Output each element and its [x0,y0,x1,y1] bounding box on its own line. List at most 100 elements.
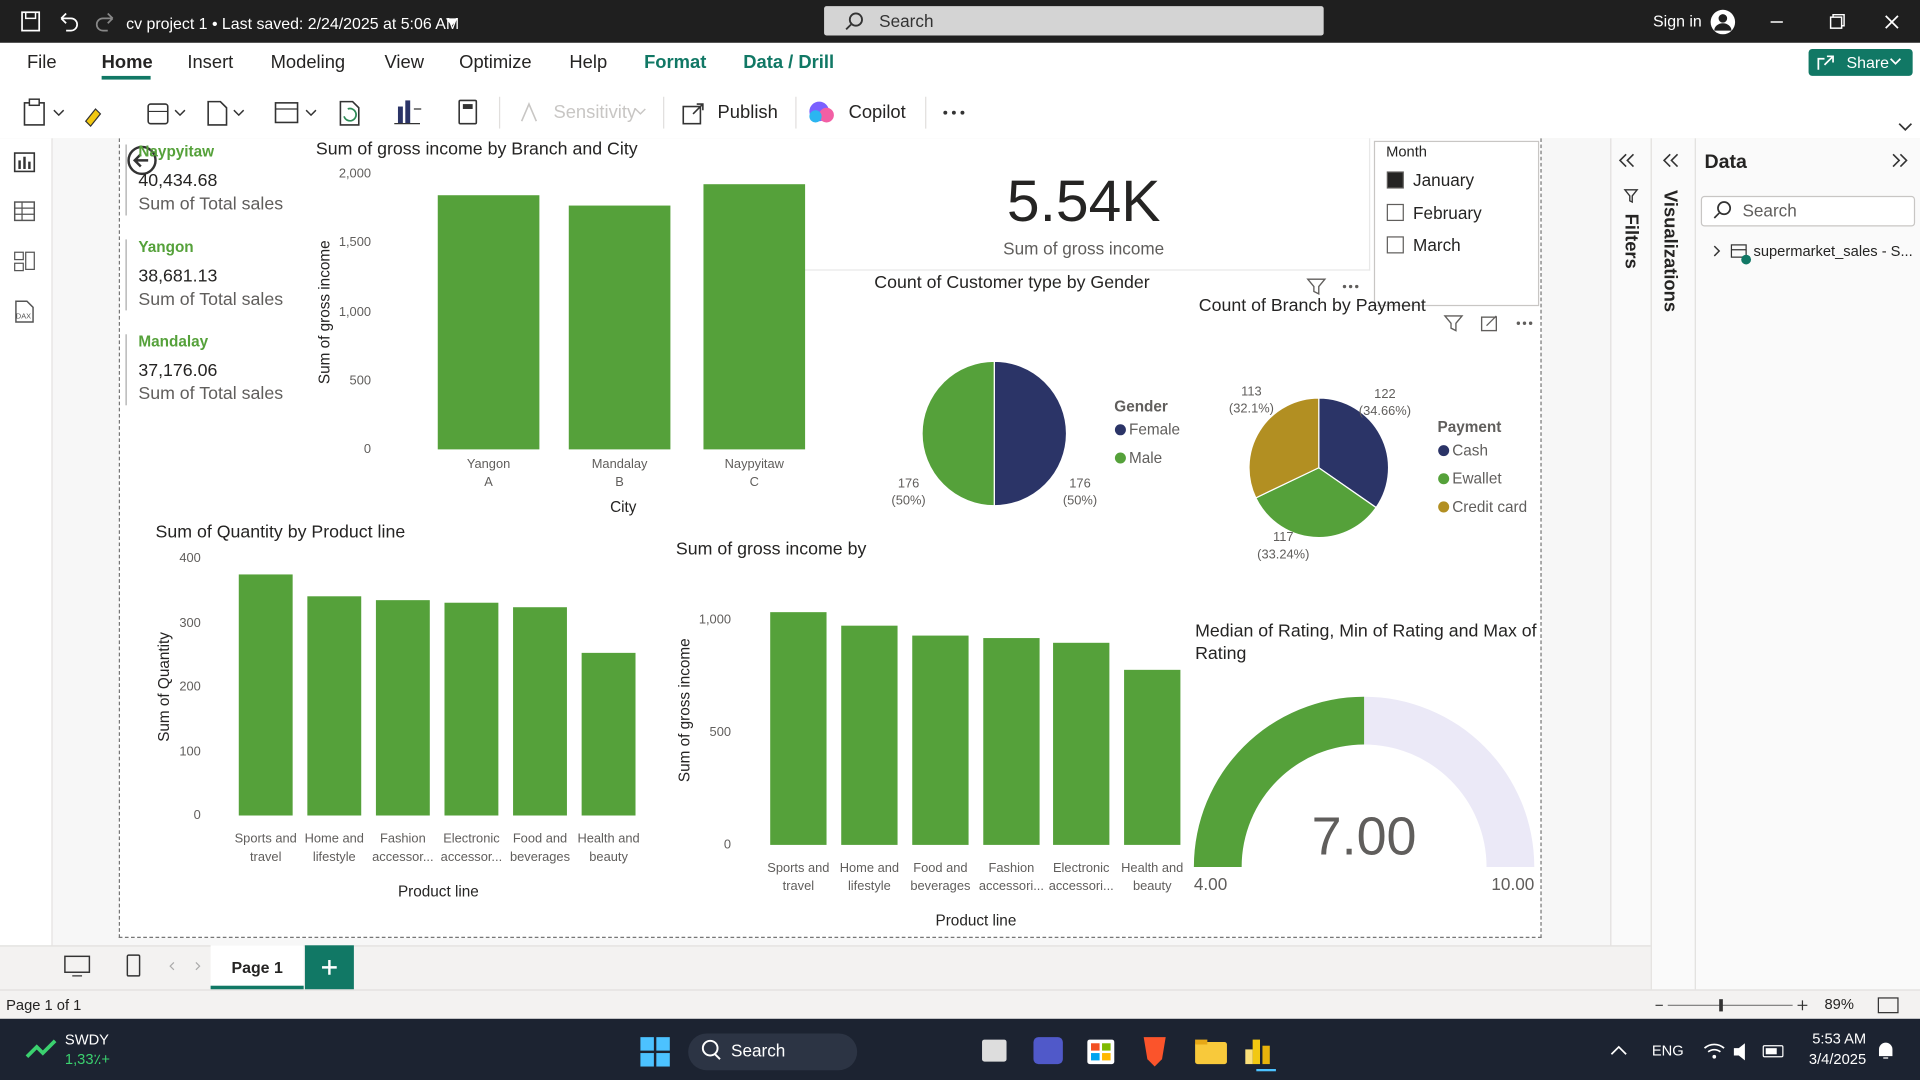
y-axis-title: Sum of gross income [675,638,694,783]
legend-marker [1114,424,1126,436]
visualizations-pane[interactable] [1650,138,1696,990]
ticker-change[interactable]: 1,33٪+ [64,1050,110,1068]
page-tab[interactable] [210,945,304,990]
share-dropdown[interactable] [1889,58,1902,68]
view-nav [0,138,53,990]
gauge-max-label: 10.00 [1491,874,1535,894]
quick-access-icons [21,11,114,32]
kpi-caption: Sum of gross income [1003,238,1165,259]
pie-slice [1318,397,1390,509]
kpi-card[interactable] [800,138,1371,271]
layout-icons[interactable] [61,953,208,982]
x-tick-label: Food and beverages [910,860,971,894]
data-label-percent: (32.1%) [1228,401,1274,417]
y-tick-label: 1,000 [698,612,732,627]
legend-title: Gender [1114,397,1168,416]
bar [770,612,827,845]
legend-label: Credit card [1452,498,1528,516]
search-box[interactable] [824,6,1324,36]
menu-tab[interactable]: Format [644,52,707,73]
taskbar-icons[interactable] [637,1032,1286,1072]
chart-title: Sum of gross income by [675,540,867,560]
share-label[interactable]: Share [1846,53,1890,72]
copilot-button[interactable]: Copilot [848,102,906,124]
x-tick-label: Yangon [466,456,511,472]
page-status: Page 1 of 1 [6,996,82,1014]
menu-tab[interactable]: Help [569,52,608,73]
bar [437,195,540,450]
card-label: Yangon [138,238,194,256]
taskbar-search[interactable]: Search [731,1040,786,1061]
data-label-percent: (50%) [1062,493,1098,509]
data-label: 176 [1069,476,1091,492]
y-axis-title: Sum of gross income [315,240,334,385]
zoom-slider[interactable] [1651,994,1908,1016]
y-tick-label: 0 [363,442,372,457]
menu-tab[interactable]: Optimize [459,52,532,73]
back-button[interactable] [125,143,159,177]
menu-tab[interactable]: Data / Drill [743,52,835,73]
month-slicer[interactable] [1373,140,1540,307]
publish-button[interactable]: Publish [717,102,778,124]
card-label: Mandalay [138,333,209,351]
bar [1053,642,1110,845]
y-tick-label: 200 [179,679,201,695]
ribbon-collapse[interactable] [1898,122,1913,133]
language[interactable]: ENG [1651,1042,1684,1060]
chart-title: Sum of gross income by Branch and City [315,139,638,160]
legend-marker [1438,501,1450,513]
kpi-value: 5.54K [1006,169,1161,235]
title-dropdown[interactable] [445,17,458,27]
page-tab-label[interactable]: Page 1 [231,958,283,977]
sensitivity-button[interactable]: Sensitivity [553,102,637,124]
sign-in[interactable]: Sign in [1653,11,1702,31]
card-value: 38,681.13 [138,266,218,286]
search-placeholder[interactable]: Search [879,11,934,31]
notification-icon[interactable] [1875,1040,1897,1062]
taskbar [0,1018,1920,1080]
share-icon [1817,55,1834,70]
add-icon [322,960,337,975]
table-name[interactable]: supermarket_sales - S... [1753,242,1913,260]
bar [841,625,898,845]
slicer-checkbox[interactable] [1386,171,1404,189]
menu-tab[interactable]: Insert [187,52,234,73]
bar [703,184,806,450]
visual-header-icons[interactable] [1435,311,1539,335]
menu-tab[interactable]: File [26,52,57,73]
x-tick-label: Electronic accessori... [1048,860,1114,894]
y-tick-label: 500 [709,724,732,740]
tray-icons[interactable] [1607,1038,1791,1062]
legend-marker [1114,452,1126,464]
x-tick-sublabel: B [615,475,624,490]
clock-date[interactable]: 3/4/2025 [1808,1050,1867,1068]
x-tick-label: Fashion accessor... [372,831,434,864]
legend-marker [1438,445,1450,457]
document-title: cv project 1 • Last saved: 2/24/2025 at … [126,14,460,33]
slicer-checkbox[interactable] [1386,203,1404,222]
filters-pane[interactable] [1610,138,1652,990]
bar [238,574,293,816]
data-label-percent: (33.24%) [1257,547,1310,563]
view-icons[interactable]: DAX [10,147,42,331]
menu-tab[interactable]: Modeling [270,52,346,73]
x-tick-label: Home and lifestyle [839,860,900,894]
pane-icons[interactable] [1616,149,1920,210]
data-label: 117 [1273,530,1294,545]
menu-tab[interactable]: Home [101,52,153,73]
y-tick-label: 0 [193,808,201,823]
data-search-placeholder[interactable]: Search [1742,200,1797,221]
visual-header-icons[interactable] [1296,274,1369,298]
data-search[interactable] [1700,195,1916,227]
clock-time[interactable]: 5:53 AM [1812,1029,1867,1047]
x-axis-title: City [610,498,637,516]
zoom-level[interactable]: 89% [1824,995,1854,1013]
ticker[interactable]: SWDY [64,1031,109,1049]
y-tick-label: 100 [179,743,201,759]
slicer-checkbox[interactable] [1386,236,1404,254]
menu-tab[interactable]: View [384,52,424,73]
x-tick-label: Naypyitaw [724,456,784,472]
chart-title: Count of Branch by Payment [1198,296,1426,316]
y-tick-label: 1,000 [338,304,372,319]
slicer-item: March [1413,235,1461,255]
